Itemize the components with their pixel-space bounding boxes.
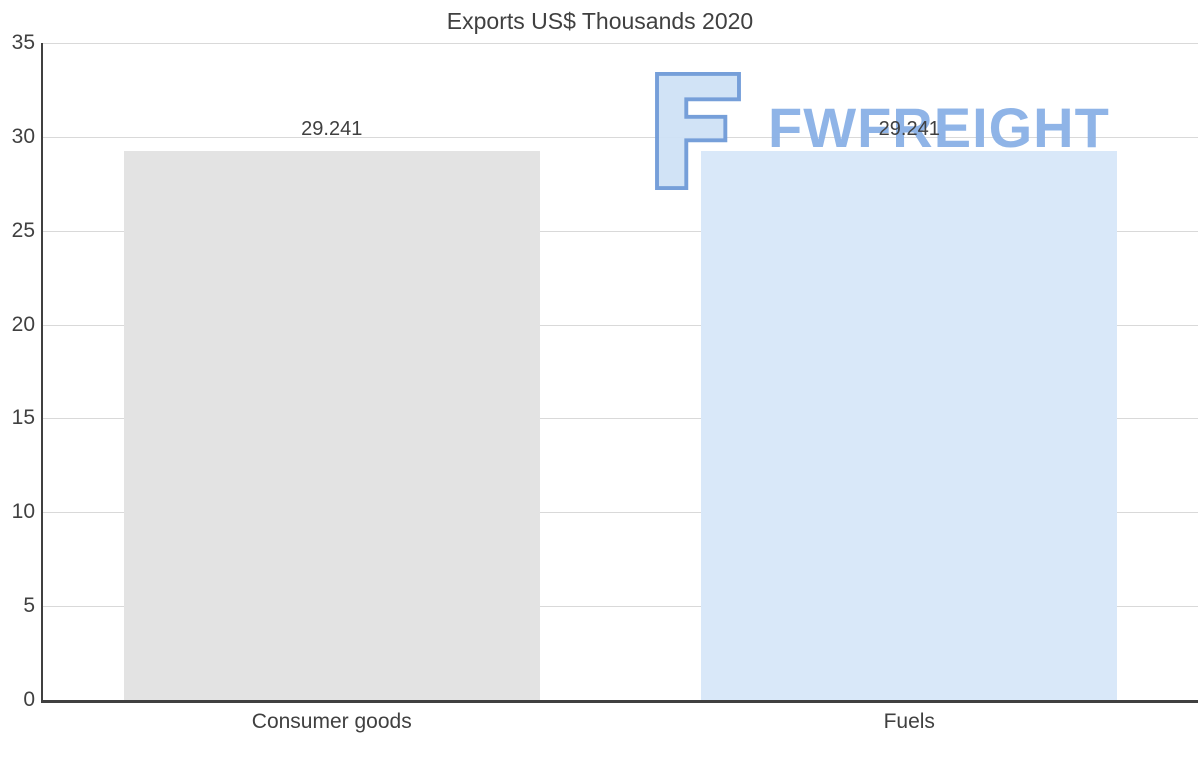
watermark: FWFREIGHT	[648, 70, 1110, 192]
gridline	[43, 43, 1198, 44]
y-axis-tick-label: 35	[11, 31, 35, 54]
plot-area: 0 5 10 15 20 25 30 35 29.241 Consumer goods 29.241…	[12, 31, 1198, 733]
bar-value-label: 29.241	[301, 118, 363, 141]
gridline	[43, 324, 1198, 326]
bar-value-label: 29.241	[878, 118, 940, 141]
gridline	[43, 230, 1198, 232]
gridline	[43, 418, 1198, 420]
y-axis-tick-label: 20	[11, 312, 35, 336]
y-axis-tick-label: 25	[11, 218, 35, 242]
bar-consumer-goods	[123, 151, 540, 700]
y-axis-tick-label: 0	[23, 688, 35, 711]
x-axis-category-label: Fuels	[883, 710, 935, 733]
gridline	[43, 512, 1198, 514]
gridline	[43, 606, 1198, 608]
y-axis-tick-label: 30	[11, 124, 35, 148]
chart-title: Exports US$ Thousands 2020	[446, 8, 754, 34]
fwfreight-logo-icon	[655, 71, 741, 191]
y-axis-tick-label: 10	[11, 500, 35, 524]
y-axis-tick-label: 5	[23, 594, 35, 618]
y-axis-line	[41, 43, 43, 703]
bar-fuels	[701, 151, 1118, 700]
x-axis-category-label: Consumer goods	[251, 710, 412, 733]
gridline	[43, 136, 1198, 138]
y-axis-tick-label: 15	[11, 406, 35, 430]
watermark-text: FWFREIGHT	[768, 95, 1110, 159]
x-axis-line	[41, 700, 1198, 703]
